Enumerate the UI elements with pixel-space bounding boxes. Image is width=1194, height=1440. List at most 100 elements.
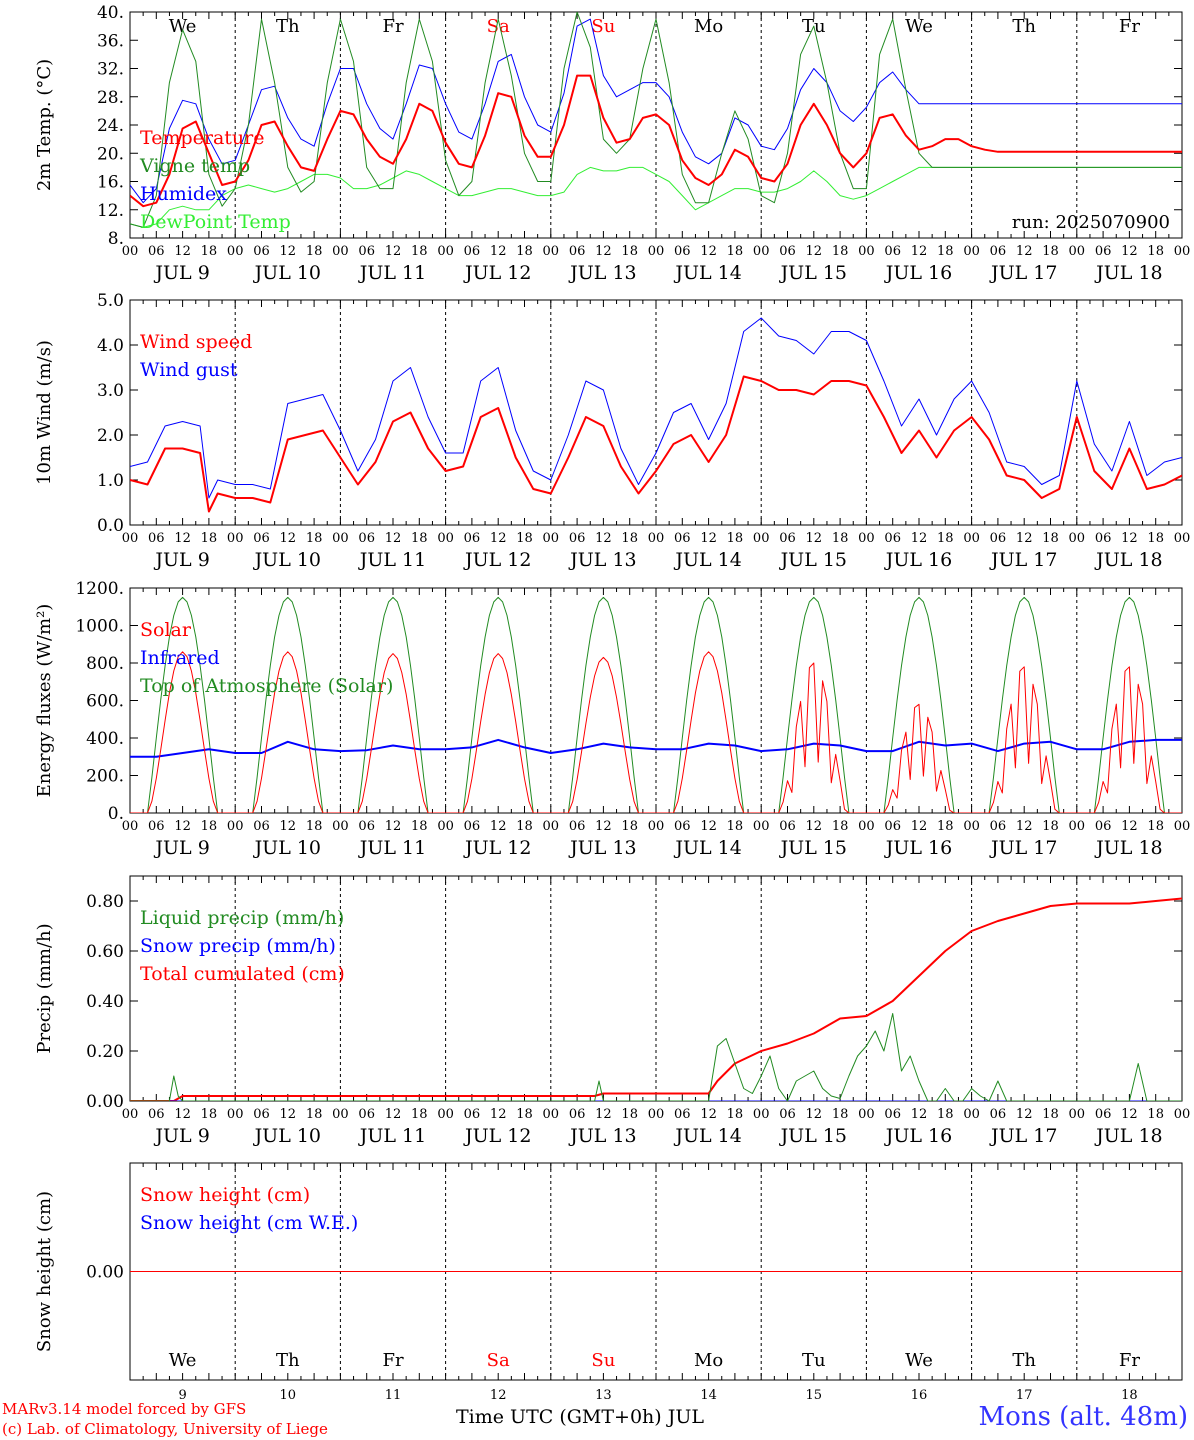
y-tick-label: 5.0 bbox=[97, 291, 124, 311]
hour-tick-label: 18 bbox=[727, 244, 744, 259]
hour-tick-label: 00 bbox=[963, 531, 980, 546]
hour-tick-label: 06 bbox=[779, 1107, 796, 1122]
y-tick-label: 0. bbox=[108, 804, 124, 824]
series-line-infrared bbox=[130, 738, 1182, 758]
hour-tick-label: 18 bbox=[621, 244, 638, 259]
hour-tick-label: 06 bbox=[148, 244, 165, 259]
date-label: JUL 16 bbox=[884, 262, 952, 284]
weekday-label: Mo bbox=[694, 16, 723, 37]
date-label: JUL 9 bbox=[153, 549, 209, 571]
hour-tick-label: 18 bbox=[411, 244, 428, 259]
date-label: JUL 18 bbox=[1094, 837, 1162, 859]
hour-tick-label: 06 bbox=[358, 1107, 375, 1122]
day-number-label: 16 bbox=[911, 1388, 928, 1403]
day-number-label: 9 bbox=[178, 1388, 186, 1403]
hour-tick-label: 00 bbox=[1069, 819, 1086, 834]
weekday-label: Th bbox=[276, 1350, 300, 1371]
date-label: JUL 17 bbox=[989, 1125, 1057, 1147]
hour-tick-label: 12 bbox=[174, 819, 191, 834]
hour-tick-label: 00 bbox=[332, 1107, 349, 1122]
hour-tick-label: 06 bbox=[779, 819, 796, 834]
hour-tick-label: 18 bbox=[937, 531, 954, 546]
date-label: JUL 14 bbox=[673, 1125, 741, 1147]
hour-tick-label: 06 bbox=[253, 244, 270, 259]
legend-entry: Solar bbox=[140, 619, 192, 641]
hour-tick-label: 00 bbox=[753, 1107, 770, 1122]
y-axis-label: Energy fluxes (W/m²) bbox=[34, 604, 55, 798]
day-number-label: 11 bbox=[385, 1388, 402, 1403]
date-label: JUL 15 bbox=[779, 837, 847, 859]
hour-tick-label: 00 bbox=[122, 819, 139, 834]
hour-tick-label: 18 bbox=[306, 531, 323, 546]
hour-tick-label: 06 bbox=[148, 531, 165, 546]
panel-temp: 8. 12. 16. 20. 24. 28. 32. 36. 40. 2m Temp. (°C) 0… bbox=[34, 3, 1190, 284]
hour-tick-label: 06 bbox=[990, 244, 1007, 259]
weekday-label: We bbox=[169, 1350, 197, 1371]
hour-tick-label: 12 bbox=[1121, 819, 1138, 834]
weekday-label: We bbox=[905, 16, 933, 37]
date-label: JUL 17 bbox=[989, 837, 1057, 859]
hour-tick-label: 00 bbox=[543, 1107, 560, 1122]
hour-tick-label: 12 bbox=[174, 531, 191, 546]
hour-tick-label: 00 bbox=[543, 819, 560, 834]
hour-tick-label: 12 bbox=[385, 1107, 402, 1122]
hour-tick-label: 00 bbox=[543, 244, 560, 259]
hour-tick-label: 00 bbox=[1174, 819, 1191, 834]
y-tick-label: 600. bbox=[86, 692, 124, 712]
date-label: JUL 16 bbox=[884, 1125, 952, 1147]
hour-tick-label: 12 bbox=[700, 819, 717, 834]
hour-tick-label: 06 bbox=[464, 1107, 481, 1122]
hour-tick-label: 18 bbox=[621, 531, 638, 546]
date-label: JUL 15 bbox=[779, 262, 847, 284]
y-tick-label: 1200. bbox=[75, 579, 124, 599]
hour-tick-label: 18 bbox=[621, 1107, 638, 1122]
date-label: JUL 18 bbox=[1094, 549, 1162, 571]
hour-tick-label: 12 bbox=[385, 531, 402, 546]
hour-tick-label: 18 bbox=[1042, 1107, 1059, 1122]
legend-entry: Snow height (cm) bbox=[140, 1184, 310, 1206]
hour-tick-label: 12 bbox=[1016, 819, 1033, 834]
y-tick-label: 0.0 bbox=[97, 516, 124, 536]
hour-tick-label: 12 bbox=[280, 244, 297, 259]
hour-tick-label: 12 bbox=[700, 531, 717, 546]
hour-tick-label: 06 bbox=[569, 1107, 586, 1122]
weekday-label: Sa bbox=[487, 1350, 510, 1371]
y-tick-label: 40. bbox=[97, 3, 124, 23]
hour-tick-label: 12 bbox=[385, 819, 402, 834]
hour-tick-label: 00 bbox=[753, 819, 770, 834]
hour-tick-label: 18 bbox=[937, 1107, 954, 1122]
hour-tick-label: 12 bbox=[595, 244, 612, 259]
date-label: JUL 13 bbox=[568, 262, 636, 284]
legend-entry: Vigne temp bbox=[139, 155, 250, 177]
hour-tick-label: 12 bbox=[595, 531, 612, 546]
hour-tick-label: 06 bbox=[464, 244, 481, 259]
lab-credit: (c) Lab. of Climatology, University of L… bbox=[2, 1420, 328, 1438]
hour-tick-label: 18 bbox=[1147, 531, 1164, 546]
series-line-wind-gust bbox=[130, 317, 1182, 499]
hour-tick-label: 06 bbox=[148, 1107, 165, 1122]
y-tick-label: 0.80 bbox=[86, 892, 124, 912]
hour-tick-label: 00 bbox=[122, 1107, 139, 1122]
y-tick-label: 12. bbox=[97, 201, 124, 221]
hour-tick-label: 00 bbox=[437, 819, 454, 834]
date-label: JUL 12 bbox=[463, 549, 531, 571]
date-label: JUL 9 bbox=[153, 1125, 209, 1147]
hour-tick-label: 06 bbox=[674, 819, 691, 834]
legend-entry: Temperature bbox=[140, 127, 264, 149]
y-tick-label: 200. bbox=[86, 767, 124, 787]
hour-tick-label: 18 bbox=[516, 531, 533, 546]
hour-tick-label: 12 bbox=[174, 1107, 191, 1122]
date-label: JUL 14 bbox=[673, 837, 741, 859]
hour-tick-label: 18 bbox=[727, 1107, 744, 1122]
hour-tick-label: 12 bbox=[1121, 1107, 1138, 1122]
hour-tick-label: 06 bbox=[569, 531, 586, 546]
hour-tick-label: 00 bbox=[963, 1107, 980, 1122]
y-tick-label: 28. bbox=[97, 88, 124, 108]
panel-frame bbox=[129, 587, 1183, 814]
date-label: JUL 10 bbox=[253, 262, 321, 284]
hour-tick-label: 00 bbox=[437, 244, 454, 259]
date-label: JUL 15 bbox=[779, 1125, 847, 1147]
hour-tick-label: 06 bbox=[253, 531, 270, 546]
hour-tick-label: 00 bbox=[648, 531, 665, 546]
